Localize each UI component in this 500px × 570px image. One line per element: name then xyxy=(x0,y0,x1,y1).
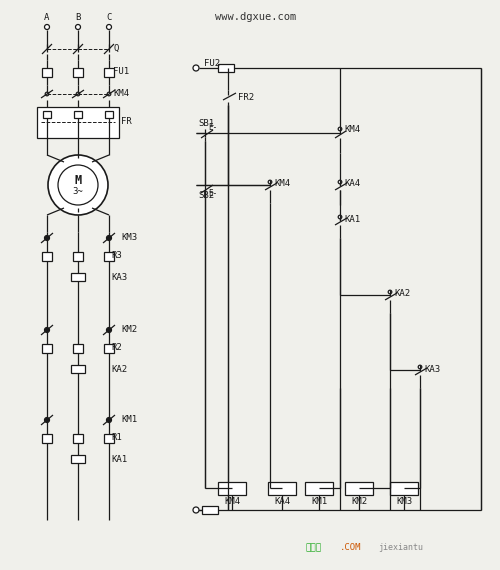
Text: KM4: KM4 xyxy=(224,498,240,507)
Bar xyxy=(42,252,52,261)
Text: B: B xyxy=(76,14,80,22)
Circle shape xyxy=(388,290,392,294)
Circle shape xyxy=(44,328,50,332)
Bar xyxy=(345,482,373,495)
Circle shape xyxy=(107,92,111,96)
Text: A: A xyxy=(44,14,50,22)
Text: C: C xyxy=(106,14,112,22)
Text: M: M xyxy=(74,173,82,186)
Text: FU1: FU1 xyxy=(113,67,129,76)
Bar xyxy=(73,434,83,443)
Circle shape xyxy=(338,215,342,219)
Text: KA1: KA1 xyxy=(111,454,127,463)
Text: KM1: KM1 xyxy=(311,498,327,507)
Bar xyxy=(71,365,85,373)
Bar xyxy=(73,252,83,261)
Circle shape xyxy=(44,25,50,30)
Bar xyxy=(37,107,119,138)
Text: .COM: .COM xyxy=(340,544,361,552)
Bar xyxy=(104,434,114,443)
Bar xyxy=(218,64,234,72)
Text: FU2: FU2 xyxy=(204,59,220,68)
Bar xyxy=(42,68,52,77)
Circle shape xyxy=(76,92,80,96)
Text: KM3: KM3 xyxy=(396,498,412,507)
Text: KM2: KM2 xyxy=(351,498,367,507)
Bar xyxy=(305,482,333,495)
Text: jiexiantu: jiexiantu xyxy=(378,544,423,552)
Text: FR2: FR2 xyxy=(238,92,254,101)
Text: KA1: KA1 xyxy=(344,214,360,223)
Text: KM4: KM4 xyxy=(344,125,360,135)
Text: 3~: 3~ xyxy=(72,186,84,196)
Bar xyxy=(71,273,85,281)
Bar xyxy=(390,482,418,495)
Circle shape xyxy=(48,155,108,215)
Bar xyxy=(42,344,52,353)
Circle shape xyxy=(106,25,112,30)
Bar xyxy=(105,111,113,118)
Bar xyxy=(73,344,83,353)
Text: FR: FR xyxy=(121,117,132,127)
Text: KA4: KA4 xyxy=(274,498,290,507)
Text: E-: E- xyxy=(208,189,217,197)
Bar xyxy=(268,482,296,495)
Text: R1: R1 xyxy=(111,434,122,442)
Bar xyxy=(71,455,85,463)
Circle shape xyxy=(106,417,112,422)
Text: KA3: KA3 xyxy=(111,272,127,282)
Bar xyxy=(218,482,246,495)
Text: KA2: KA2 xyxy=(111,364,127,373)
Text: SB1: SB1 xyxy=(198,120,214,128)
Circle shape xyxy=(44,235,50,241)
Circle shape xyxy=(268,180,272,184)
Circle shape xyxy=(106,235,112,241)
Text: SB2: SB2 xyxy=(198,190,214,200)
Text: Q: Q xyxy=(113,43,118,52)
Bar xyxy=(43,111,51,118)
Text: KM3: KM3 xyxy=(121,234,137,242)
Text: R3: R3 xyxy=(111,251,122,260)
Bar xyxy=(74,111,82,118)
Text: E-: E- xyxy=(208,124,217,132)
Circle shape xyxy=(44,417,50,422)
Text: 接线图: 接线图 xyxy=(305,544,321,552)
Text: KM2: KM2 xyxy=(121,325,137,335)
Circle shape xyxy=(418,365,422,369)
Bar xyxy=(104,344,114,353)
Text: KA4: KA4 xyxy=(344,180,360,189)
Text: KM4: KM4 xyxy=(274,180,290,189)
Circle shape xyxy=(58,165,98,205)
Bar xyxy=(73,68,83,77)
Circle shape xyxy=(106,328,112,332)
Text: KM4: KM4 xyxy=(113,89,129,99)
Text: KA2: KA2 xyxy=(394,290,410,299)
Bar xyxy=(202,506,218,514)
Text: KM1: KM1 xyxy=(121,416,137,425)
Bar xyxy=(42,434,52,443)
Circle shape xyxy=(193,507,199,513)
Circle shape xyxy=(338,127,342,131)
Bar xyxy=(104,68,114,77)
Circle shape xyxy=(193,65,199,71)
Circle shape xyxy=(45,92,49,96)
Bar xyxy=(104,252,114,261)
Circle shape xyxy=(76,25,80,30)
Text: R2: R2 xyxy=(111,344,122,352)
Text: KA3: KA3 xyxy=(424,364,440,373)
Circle shape xyxy=(338,180,342,184)
Text: www.dgxue.com: www.dgxue.com xyxy=(215,12,296,22)
